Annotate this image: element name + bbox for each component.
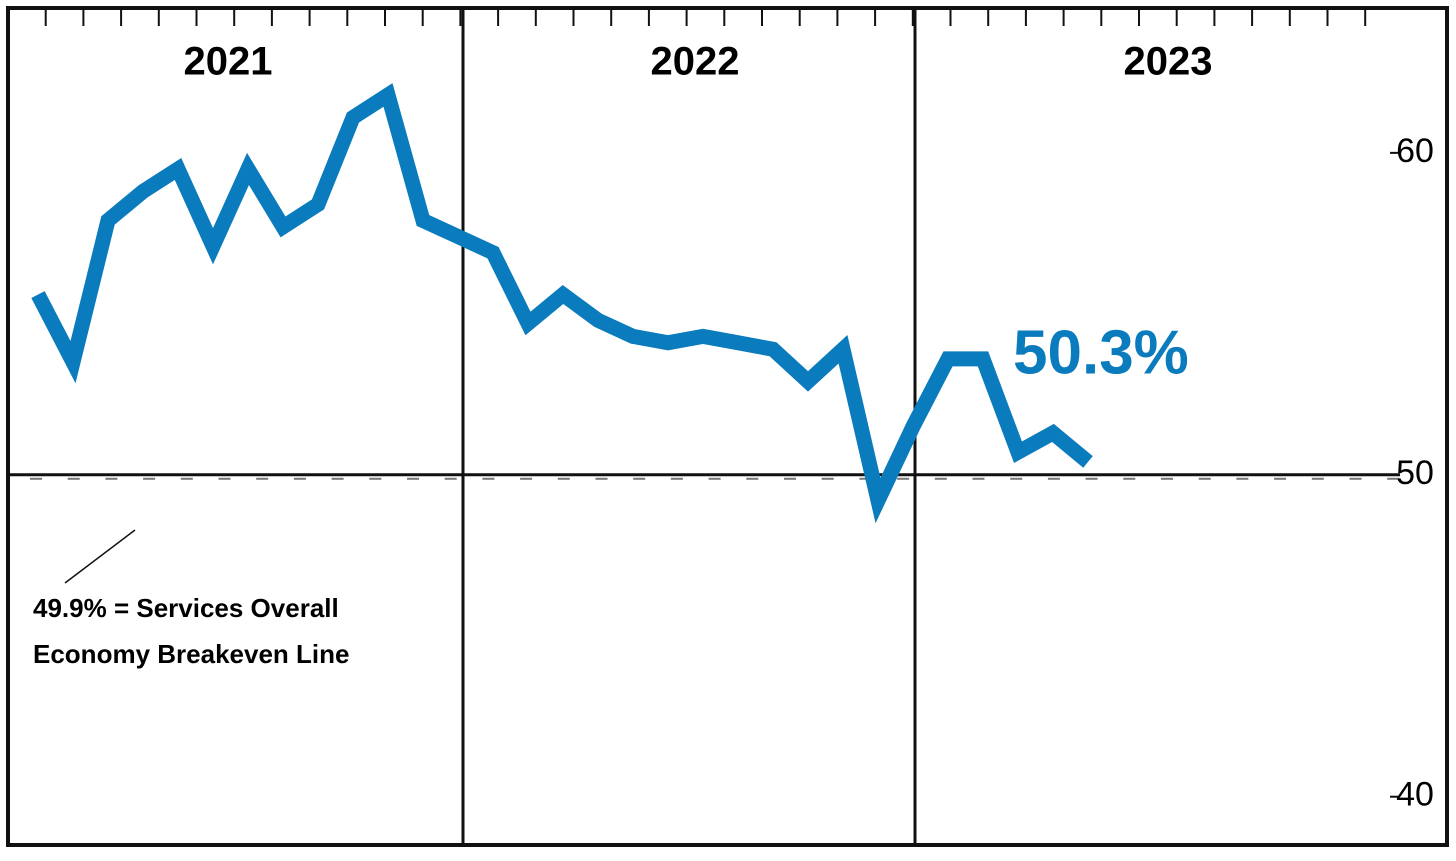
y-tick-label: 40 [1396, 776, 1434, 814]
frame [6, 6, 1449, 847]
year-label: 2022 [651, 40, 740, 84]
year-label: 2021 [184, 40, 273, 84]
y-tick-label: 50 [1396, 454, 1434, 492]
value-label: 50.3% [1013, 318, 1189, 387]
y-tick-label: 60 [1396, 132, 1434, 170]
year-label: 2023 [1124, 40, 1213, 84]
annotation: Economy Breakeven Line [33, 639, 349, 669]
data-line [31, 83, 1093, 524]
annotation-pointer [64, 529, 136, 584]
annotation: 49.9% = Services Overall [33, 593, 339, 623]
